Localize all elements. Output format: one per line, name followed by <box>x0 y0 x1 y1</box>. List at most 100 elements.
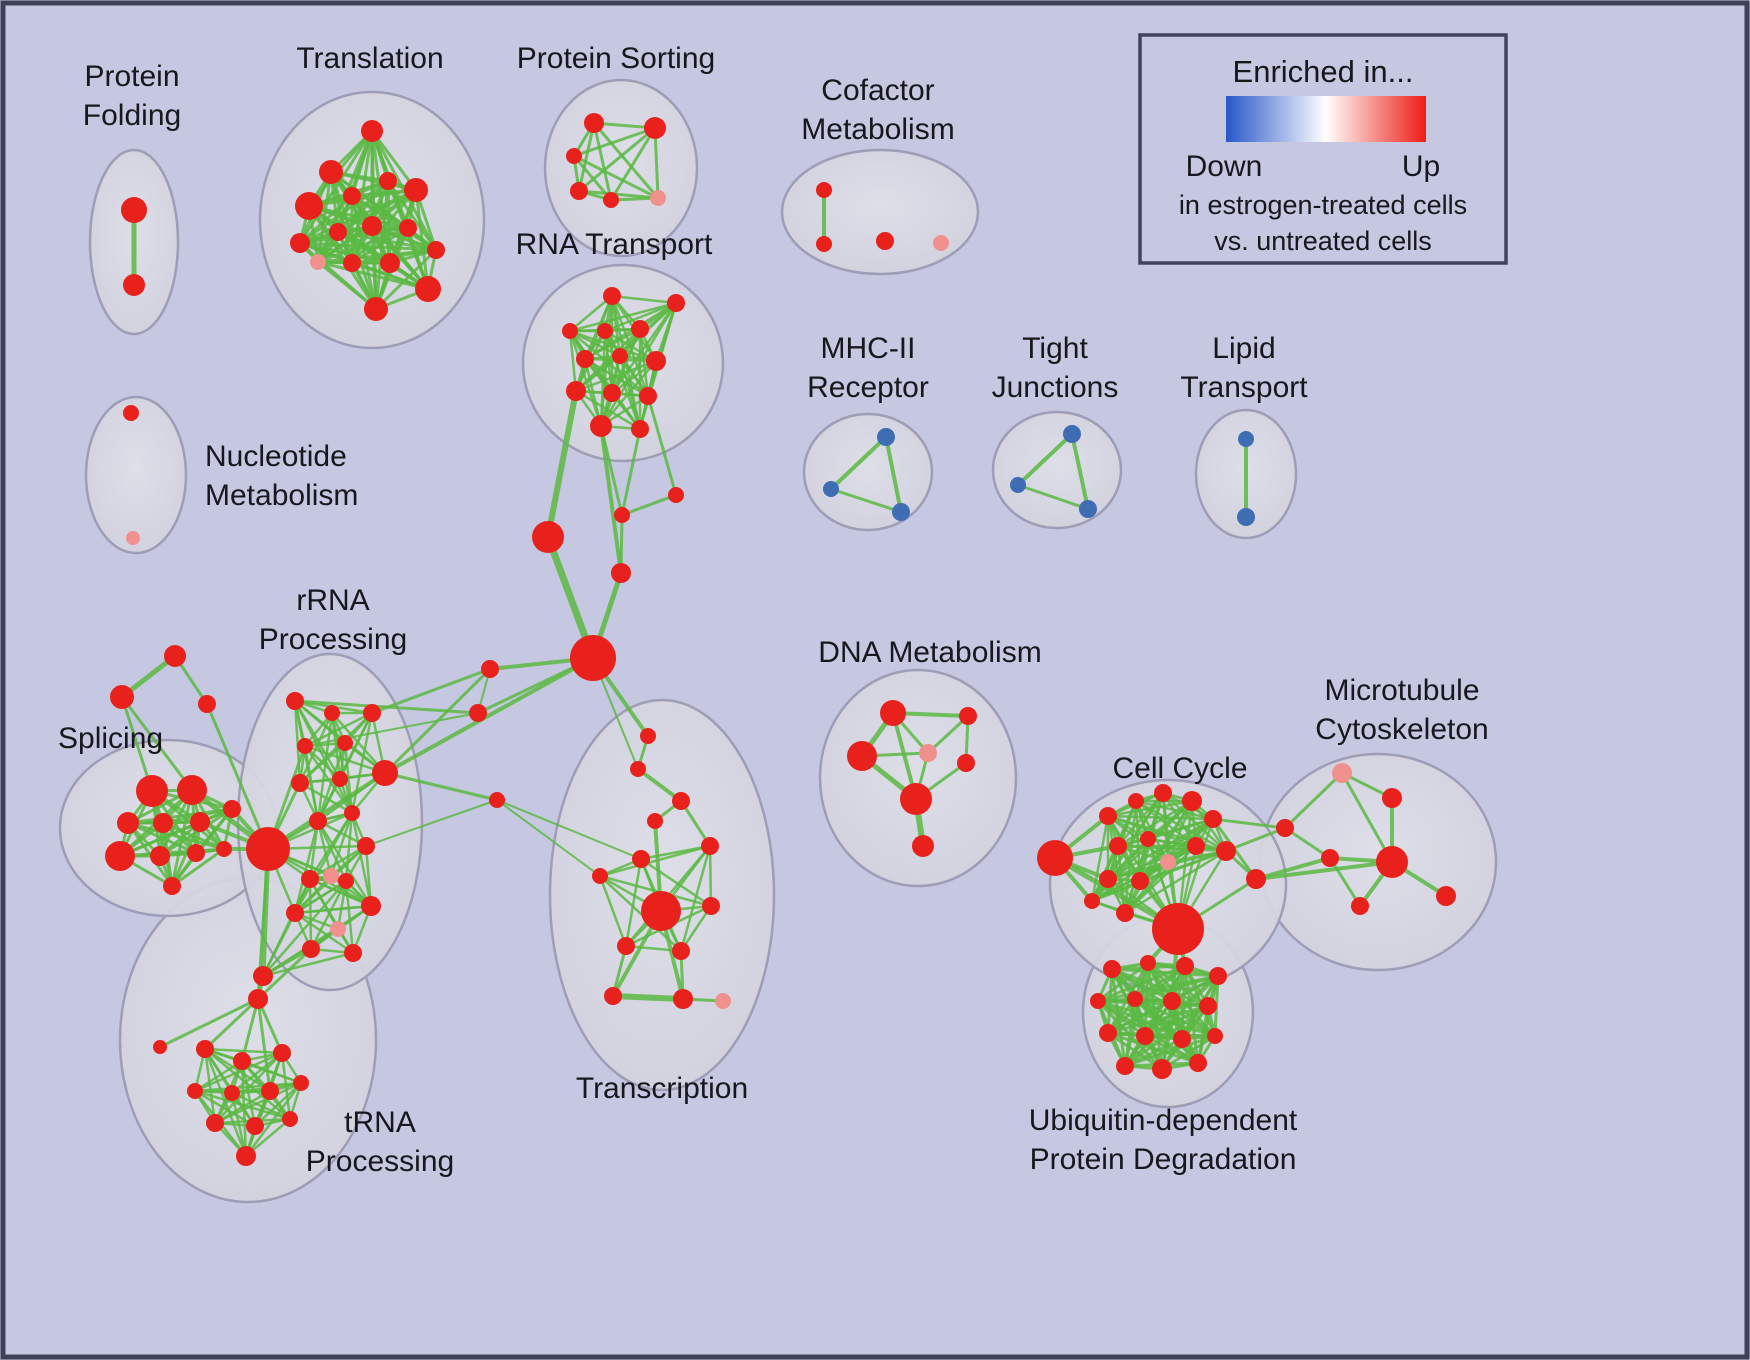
network-node-mc6 <box>1436 886 1456 906</box>
network-edge <box>370 667 492 715</box>
network-node-pf2 <box>123 274 145 296</box>
network-node-d5 <box>957 754 975 772</box>
network-node-u5 <box>1090 993 1106 1009</box>
network-node-hub1 <box>570 635 616 681</box>
network-node-trhub <box>641 891 681 931</box>
network-edge <box>303 744 387 775</box>
network-node-mc7 <box>1351 897 1369 915</box>
network-node-m3 <box>892 503 910 521</box>
network-node-cc11 <box>1216 841 1236 861</box>
cluster-label-transcription: Transcription <box>576 1072 748 1105</box>
network-edge <box>829 487 903 514</box>
network-node-x1 <box>532 521 564 553</box>
network-edge <box>568 329 603 428</box>
network-node-ta8 <box>293 1075 309 1091</box>
network-edge <box>610 294 678 305</box>
network-edge <box>639 857 713 908</box>
network-node-tj3 <box>1079 500 1097 518</box>
network-node-t9 <box>362 216 382 236</box>
network-node-cc4 <box>1154 784 1172 802</box>
network-edge <box>203 997 260 1051</box>
network-edge <box>1016 432 1074 487</box>
network-node-t6 <box>404 178 428 202</box>
network-node-t11 <box>427 241 445 259</box>
network-edge <box>603 329 614 395</box>
network-edge <box>193 1051 284 1093</box>
network-edge <box>316 819 348 883</box>
network-node-x5 <box>481 660 499 678</box>
network-edge <box>350 261 430 291</box>
network-edge <box>344 879 355 955</box>
network-edge <box>230 1091 292 1121</box>
network-edge <box>1106 999 1174 1035</box>
network-edge <box>298 741 347 785</box>
network-node-x6 <box>469 704 487 722</box>
network-edge <box>577 189 660 200</box>
network-node-tr3 <box>672 792 690 810</box>
network-node-cm1 <box>816 182 832 198</box>
network-node-s3 <box>117 812 139 834</box>
network-edge <box>572 154 613 202</box>
network-node-cc5 <box>1182 791 1202 811</box>
network-node-d2 <box>959 707 977 725</box>
network-edge <box>118 807 234 858</box>
network-edge <box>1106 1031 1200 1065</box>
network-edge <box>1090 814 1110 903</box>
network-edge <box>309 879 348 951</box>
network-edge <box>1106 844 1198 881</box>
network-node-u15 <box>1189 1054 1207 1072</box>
network-node-cm4 <box>933 235 949 251</box>
network-node-t1 <box>361 120 383 142</box>
network-node-ta11 <box>282 1111 298 1127</box>
cluster-label-mhc-ii-receptor: MHC-II Receptor <box>807 332 929 404</box>
network-node-cc1 <box>1037 840 1073 876</box>
network-node-ta2 <box>196 1040 214 1058</box>
network-edge <box>293 699 480 715</box>
cluster-label-splicing: Splicing <box>58 722 163 755</box>
network-node-rt2 <box>667 294 685 312</box>
network-edge <box>653 126 660 200</box>
network-node-u11 <box>1173 1030 1191 1048</box>
network-edge <box>1116 791 1165 848</box>
legend: Enriched in... Down Up in estrogen-treat… <box>1138 33 1508 265</box>
network-node-rt11 <box>639 387 657 405</box>
network-edge <box>304 712 479 747</box>
network-edge <box>1183 964 1217 1038</box>
network-node-p1 <box>489 792 505 808</box>
network-edge <box>1116 844 1228 853</box>
network-edge <box>298 711 334 785</box>
network-node-cc2 <box>1099 807 1117 825</box>
cluster-label-rna-transport: RNA Transport <box>516 228 713 261</box>
network-edge <box>568 294 614 333</box>
network-node-ps6 <box>566 148 582 164</box>
legend-gradient-bar <box>1226 96 1426 142</box>
network-node-rt5 <box>631 320 649 338</box>
network-edge <box>1170 999 1217 1038</box>
network-node-tr11 <box>673 989 693 1009</box>
network-node-t2 <box>319 160 343 184</box>
network-node-g1 <box>164 645 186 667</box>
cluster-label-lipid-transport: Lipid Transport <box>1180 332 1308 404</box>
network-node-ta0 <box>153 1040 167 1054</box>
network-node-r20 <box>253 966 273 986</box>
network-node-r1 <box>286 692 304 710</box>
network-edge <box>568 329 578 393</box>
network-node-ta9 <box>206 1114 224 1132</box>
network-node-tr6 <box>632 850 650 868</box>
network-node-ta12 <box>236 1146 256 1166</box>
network-node-u14 <box>1152 1059 1172 1079</box>
network-edge <box>261 911 297 978</box>
cluster-label-ubiquitin-degradation: Ubiquitin-dependent Protein Degradation <box>1029 1104 1298 1176</box>
network-node-r9 <box>309 812 327 830</box>
network-node-d3 <box>847 741 877 771</box>
network-node-tr1 <box>640 728 656 744</box>
network-node-u12 <box>1207 1028 1223 1044</box>
network-edge <box>583 327 642 361</box>
network-edge <box>599 329 607 428</box>
network-node-cc14 <box>1246 869 1266 889</box>
network-node-cc7 <box>1109 837 1127 855</box>
network-edge <box>256 997 272 1093</box>
network-node-mc3 <box>1276 819 1294 837</box>
network-node-u3 <box>1176 957 1194 975</box>
network-edge <box>303 711 374 748</box>
